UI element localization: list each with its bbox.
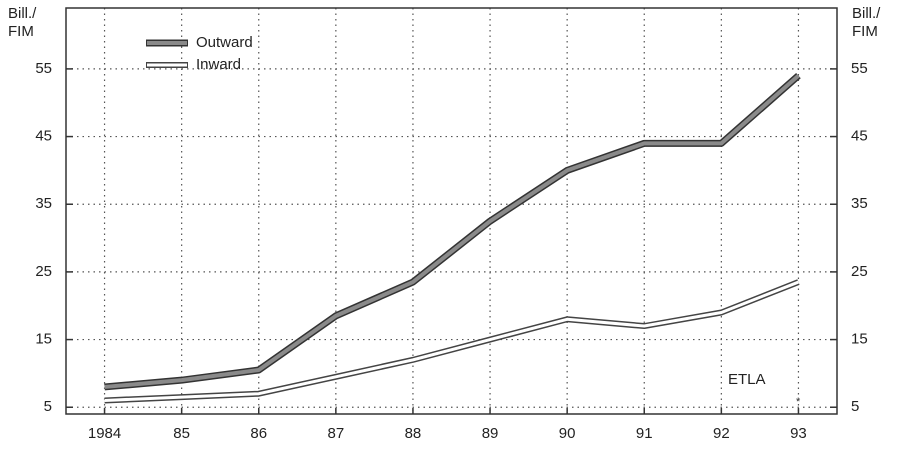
x-tick-label: 90 [559,425,576,442]
x-tick-label: 88 [405,425,422,442]
y2-tick-label: 15 [851,331,868,348]
y-tick-label: 15 [35,331,52,348]
series-line [104,280,800,402]
x-tick-label: 93 [790,425,807,442]
x-tick-label: 85 [173,425,190,442]
y2-tick-label: 35 [851,195,868,212]
y2-axis-label: FIM [852,23,878,40]
x-tick-label: 87 [328,425,345,442]
y-tick-label: 25 [35,263,52,280]
y-tick-label: 55 [35,60,52,77]
y2-tick-label: 5 [851,398,859,415]
legend-label: Inward [196,56,241,73]
x-tick-label: 86 [250,425,267,442]
y-axis-label: FIM [8,23,34,40]
y-axis-label: Bill./ [8,5,37,22]
y-tick-label: 35 [35,195,52,212]
y2-axis-label: Bill./ [852,5,881,22]
x-tick-label: 1984 [88,425,121,442]
line-casing [104,73,801,391]
series-line [104,74,800,389]
y-tick-label: 5 [44,398,52,415]
line-casing [104,279,800,404]
plot-frame [65,7,838,415]
x-tick-label: 91 [636,425,653,442]
annotation: ETLA [728,371,766,388]
y2-tick-label: 55 [851,60,868,77]
annotation: * [796,396,801,408]
y2-tick-label: 25 [851,263,868,280]
y-tick-label: 45 [35,128,52,145]
legend-label: Outward [196,34,253,51]
x-tick-label: 89 [482,425,499,442]
y2-tick-label: 45 [851,128,868,145]
x-tick-label: 92 [713,425,730,442]
